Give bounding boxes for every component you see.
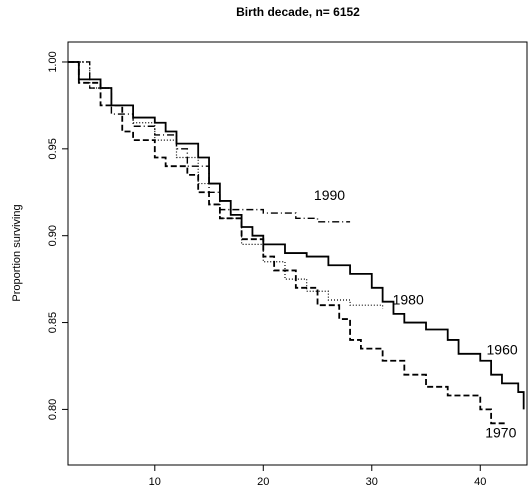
chart-title: Birth decade, n= 6152: [236, 5, 360, 19]
curve-label: 1960: [487, 341, 518, 357]
x-tick-label: 30: [366, 476, 378, 488]
curve-label: 1980: [393, 292, 424, 308]
y-tick-label: 0.90: [47, 225, 59, 246]
survival-curve: [68, 61, 508, 425]
survival-curve: [68, 61, 525, 410]
survival-curve: [68, 61, 384, 309]
y-tick-label: 0.80: [47, 399, 59, 420]
x-tick-label: 40: [474, 476, 486, 488]
y-tick-label: 0.85: [47, 312, 59, 333]
curve-label: 1970: [485, 424, 516, 440]
survival-curve: [68, 61, 351, 223]
x-tick-label: 20: [257, 476, 269, 488]
y-axis-label: Proportion surviving: [11, 204, 23, 301]
plot-frame: [67, 41, 528, 466]
curve-label: 1990: [314, 187, 345, 203]
y-tick-label: 1.00: [47, 51, 59, 72]
x-tick-label: 10: [149, 476, 161, 488]
y-tick-label: 0.95: [47, 138, 59, 159]
